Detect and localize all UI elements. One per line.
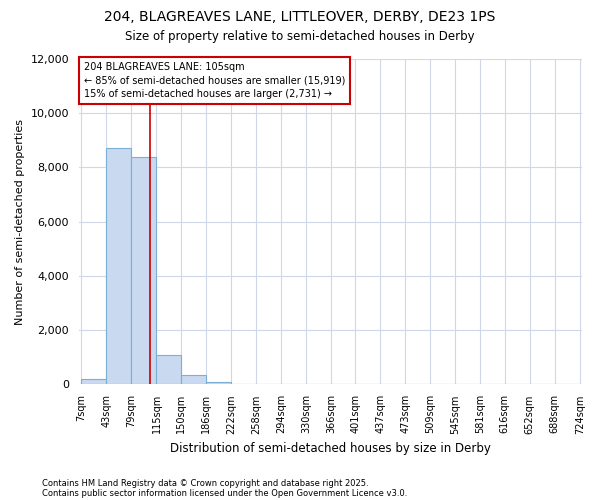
- Bar: [157, 354, 181, 384]
- Bar: [82, 379, 106, 384]
- Text: Contains HM Land Registry data © Crown copyright and database right 2025.: Contains HM Land Registry data © Crown c…: [42, 478, 368, 488]
- Text: 204 BLAGREAVES LANE: 105sqm
← 85% of semi-detached houses are smaller (15,919)
1: 204 BLAGREAVES LANE: 105sqm ← 85% of sem…: [84, 62, 346, 98]
- Text: 204, BLAGREAVES LANE, LITTLEOVER, DERBY, DE23 1PS: 204, BLAGREAVES LANE, LITTLEOVER, DERBY,…: [104, 10, 496, 24]
- X-axis label: Distribution of semi-detached houses by size in Derby: Distribution of semi-detached houses by …: [170, 442, 491, 455]
- Text: Contains public sector information licensed under the Open Government Licence v3: Contains public sector information licen…: [42, 488, 407, 498]
- Y-axis label: Number of semi-detached properties: Number of semi-detached properties: [15, 118, 25, 324]
- Bar: [206, 382, 231, 384]
- Bar: [131, 156, 157, 384]
- Bar: [181, 375, 206, 384]
- Text: Size of property relative to semi-detached houses in Derby: Size of property relative to semi-detach…: [125, 30, 475, 43]
- Bar: [106, 148, 131, 384]
